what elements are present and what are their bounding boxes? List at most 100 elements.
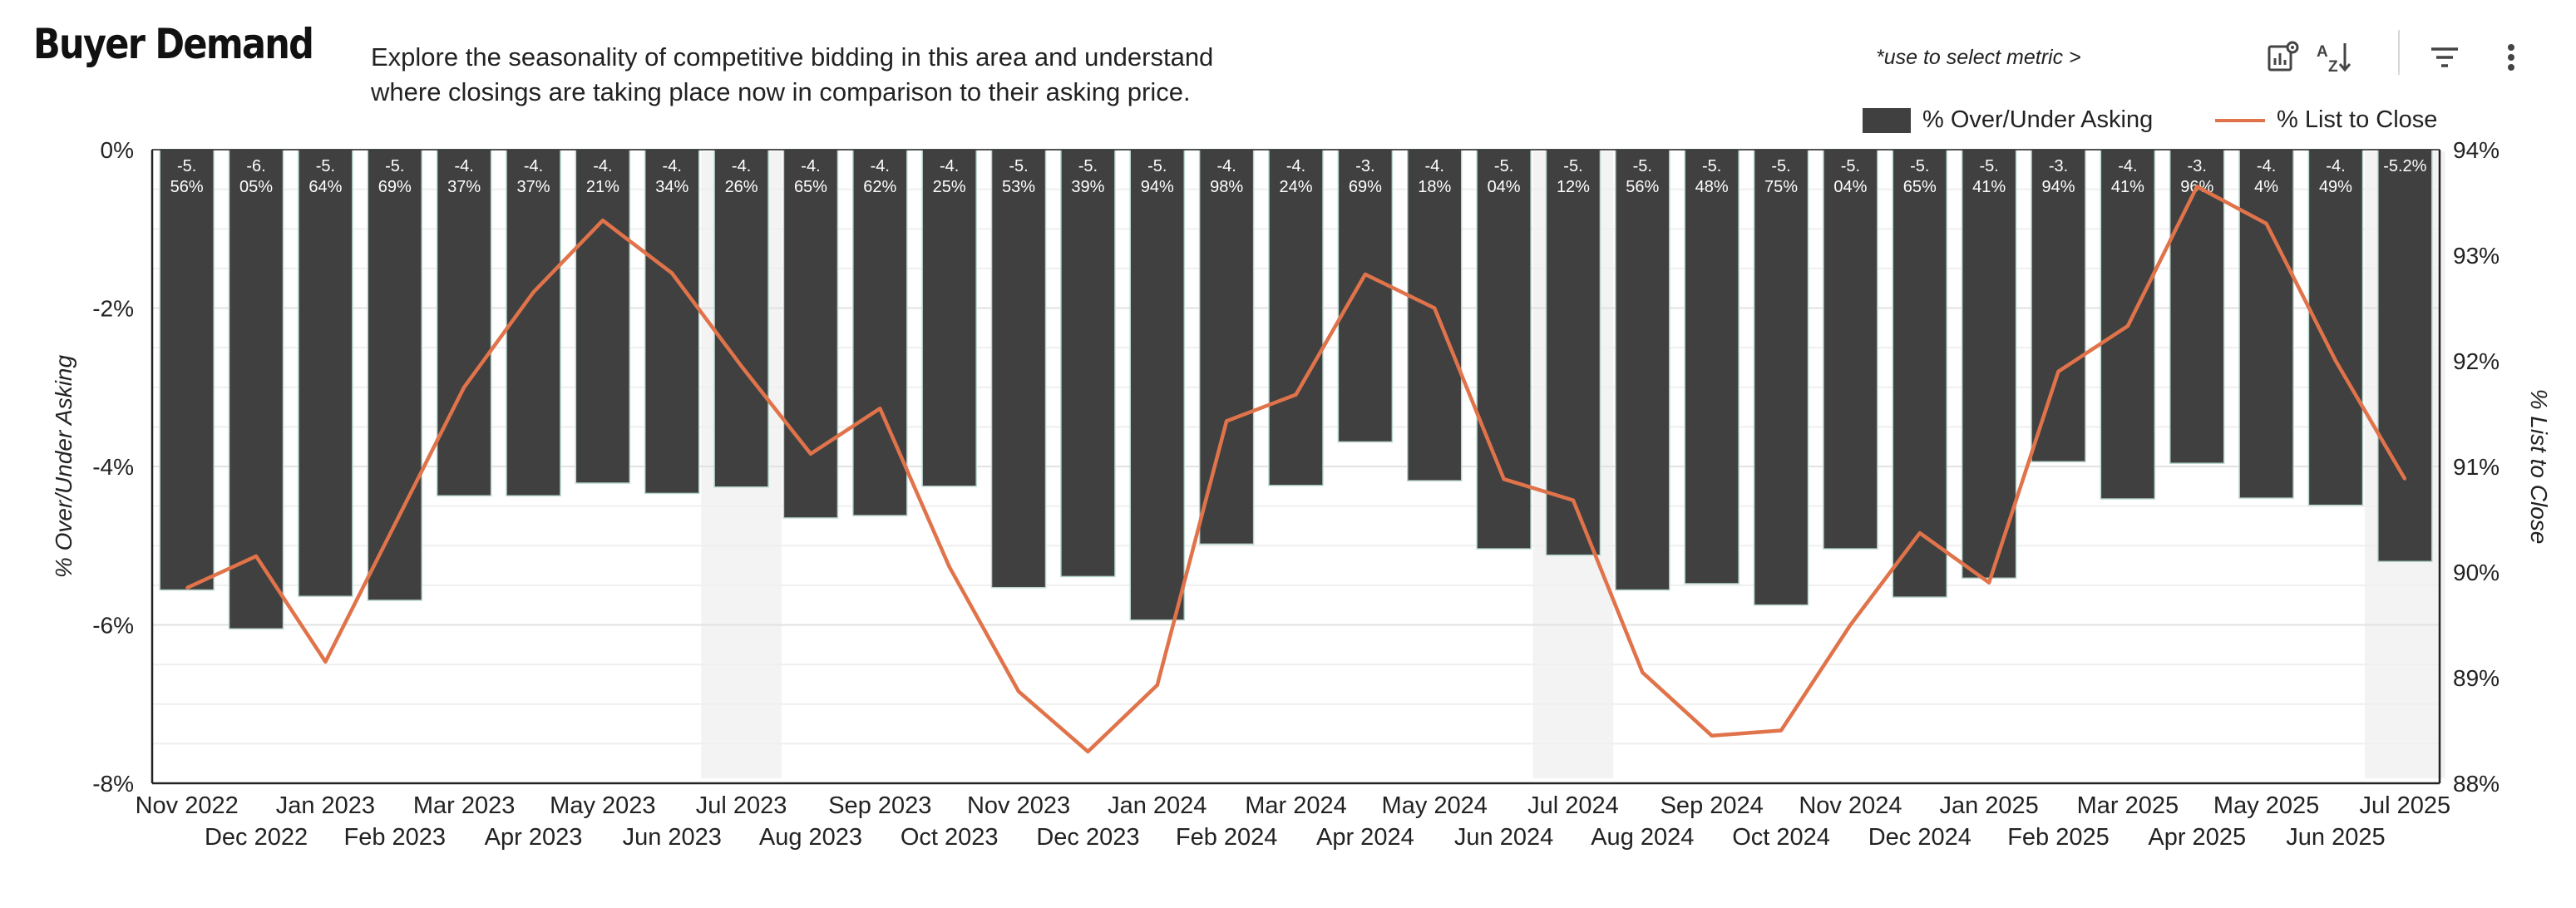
bar-value-label: 4% bbox=[2254, 178, 2278, 196]
line-point-list-to-close bbox=[323, 660, 327, 664]
x-tick-label: May 2023 bbox=[550, 792, 655, 819]
bar-over-under-asking bbox=[1892, 149, 1948, 598]
bar-over-under-asking bbox=[713, 149, 769, 488]
bar-over-under-asking bbox=[2238, 149, 2294, 499]
bar-value-label: -5. bbox=[1702, 157, 1721, 175]
line-point-list-to-close bbox=[670, 272, 674, 275]
bar-value-label: 53% bbox=[1002, 178, 1035, 196]
y-left-tick-label: -8% bbox=[92, 771, 134, 797]
more-vert-icon[interactable] bbox=[2487, 33, 2535, 81]
y-right-tick-label: 90% bbox=[2453, 560, 2500, 585]
bar-over-under-asking bbox=[1476, 149, 1532, 550]
chart-description: Explore the seasonality of competitive b… bbox=[371, 40, 1352, 110]
bar-over-under-asking bbox=[575, 149, 631, 484]
bar-value-label: -4. bbox=[524, 157, 543, 175]
line-point-list-to-close bbox=[1295, 393, 1297, 397]
legend-label-line: % List to Close bbox=[2277, 106, 2438, 133]
line-point-list-to-close bbox=[1572, 499, 1575, 502]
bar-over-under-asking bbox=[2169, 149, 2225, 464]
chart-settings-icon[interactable] bbox=[2258, 33, 2307, 81]
x-tick-label: Oct 2023 bbox=[901, 824, 999, 851]
line-point-list-to-close bbox=[1086, 750, 1089, 753]
legend-item-bar[interactable]: % Over/Under Asking bbox=[1863, 106, 2153, 134]
bar-value-label: 18% bbox=[1418, 178, 1451, 196]
bar-value-label: 41% bbox=[2111, 178, 2144, 196]
line-point-list-to-close bbox=[1987, 581, 1991, 585]
x-tick-label: Nov 2022 bbox=[136, 792, 239, 819]
line-point-list-to-close bbox=[393, 523, 397, 526]
bar-value-label: -5. bbox=[385, 157, 404, 175]
bar-value-label: -5. bbox=[1009, 157, 1028, 175]
x-tick-label: Jun 2023 bbox=[623, 824, 722, 851]
metric-hint: *use to select metric > bbox=[1876, 46, 2081, 69]
bar-value-label: 49% bbox=[2319, 178, 2352, 196]
bar-value-label: -4. bbox=[2257, 157, 2276, 175]
bar-over-under-asking bbox=[228, 149, 284, 630]
bar-value-label: -4. bbox=[732, 157, 751, 175]
bar-value-label: -5. bbox=[1078, 157, 1098, 175]
line-point-list-to-close bbox=[532, 290, 535, 294]
bar-value-label: 65% bbox=[1903, 178, 1937, 196]
x-tick-label: May 2025 bbox=[2213, 792, 2319, 819]
line-point-list-to-close bbox=[1641, 671, 1644, 674]
bar-value-label: -3. bbox=[2049, 157, 2068, 175]
bar-over-under-asking bbox=[298, 149, 353, 597]
y-left-tick-label: -6% bbox=[92, 613, 134, 639]
bar-value-label: 56% bbox=[1626, 178, 1659, 196]
line-point-list-to-close bbox=[948, 565, 951, 569]
line-point-list-to-close bbox=[601, 219, 605, 222]
line-point-list-to-close bbox=[1433, 307, 1436, 309]
x-tick-label: Nov 2023 bbox=[967, 792, 1070, 819]
bar-value-label: -4. bbox=[2118, 157, 2137, 175]
line-point-list-to-close bbox=[185, 586, 189, 590]
toolbar-divider bbox=[2398, 30, 2400, 75]
bar-value-label: 65% bbox=[794, 178, 827, 196]
line-point-list-to-close bbox=[809, 452, 812, 456]
bar-value-label: -5. bbox=[1563, 157, 1582, 175]
x-tick-label: Nov 2024 bbox=[1799, 792, 1902, 819]
bar-over-under-asking bbox=[1615, 149, 1670, 591]
bar-value-label: 48% bbox=[1695, 178, 1729, 196]
x-tick-label: Jun 2025 bbox=[2286, 824, 2385, 851]
x-tick-label: Jun 2024 bbox=[1454, 824, 1553, 851]
bar-value-label: 75% bbox=[1764, 178, 1798, 196]
bar-over-under-asking bbox=[159, 149, 215, 591]
bar-over-under-asking bbox=[921, 149, 977, 487]
bar-value-label: 37% bbox=[516, 178, 550, 196]
bar-value-label: 94% bbox=[1141, 178, 1174, 196]
filter-icon[interactable] bbox=[2421, 33, 2469, 81]
line-point-list-to-close bbox=[1918, 531, 1922, 535]
bar-value-label: 39% bbox=[1071, 178, 1104, 196]
line-point-list-to-close bbox=[1503, 477, 1506, 481]
line-point-list-to-close bbox=[1156, 683, 1159, 687]
bar-over-under-asking bbox=[367, 149, 423, 601]
line-point-list-to-close bbox=[1225, 419, 1228, 422]
bar-over-under-asking bbox=[1823, 149, 1878, 550]
bar-value-label: -4. bbox=[1216, 157, 1236, 175]
x-tick-label: Dec 2023 bbox=[1036, 824, 1139, 851]
y-left-tick-label: -2% bbox=[92, 296, 134, 322]
sort-az-icon[interactable]: A Z bbox=[2309, 33, 2357, 81]
bar-value-label: -4. bbox=[663, 157, 682, 175]
bar-over-under-asking bbox=[2377, 149, 2433, 563]
y-right-tick-label: 93% bbox=[2453, 243, 2500, 269]
bar-value-label: -4. bbox=[593, 157, 612, 175]
bar-value-label: -3. bbox=[1355, 157, 1374, 175]
bar-value-label: -5. bbox=[1979, 157, 1998, 175]
bar-value-label: -5. bbox=[1771, 157, 1790, 175]
x-tick-label: Jan 2025 bbox=[1939, 792, 2038, 819]
bar-value-label: 25% bbox=[933, 178, 966, 196]
legend-item-line[interactable]: % List to Close bbox=[2215, 106, 2437, 134]
bar-over-under-asking bbox=[1198, 149, 1255, 545]
bar-value-label: 26% bbox=[725, 178, 758, 196]
line-point-list-to-close bbox=[2126, 324, 2129, 328]
x-tick-label: Aug 2023 bbox=[759, 824, 862, 851]
bar-value-label: 24% bbox=[1279, 178, 1312, 196]
line-point-list-to-close bbox=[2195, 185, 2198, 188]
bar-value-label: -4. bbox=[1286, 157, 1305, 175]
y-right-tick-label: 88% bbox=[2453, 771, 2500, 797]
bar-value-label: 21% bbox=[586, 178, 619, 196]
line-point-list-to-close bbox=[2057, 370, 2060, 373]
x-tick-label: Jul 2025 bbox=[2359, 792, 2450, 819]
